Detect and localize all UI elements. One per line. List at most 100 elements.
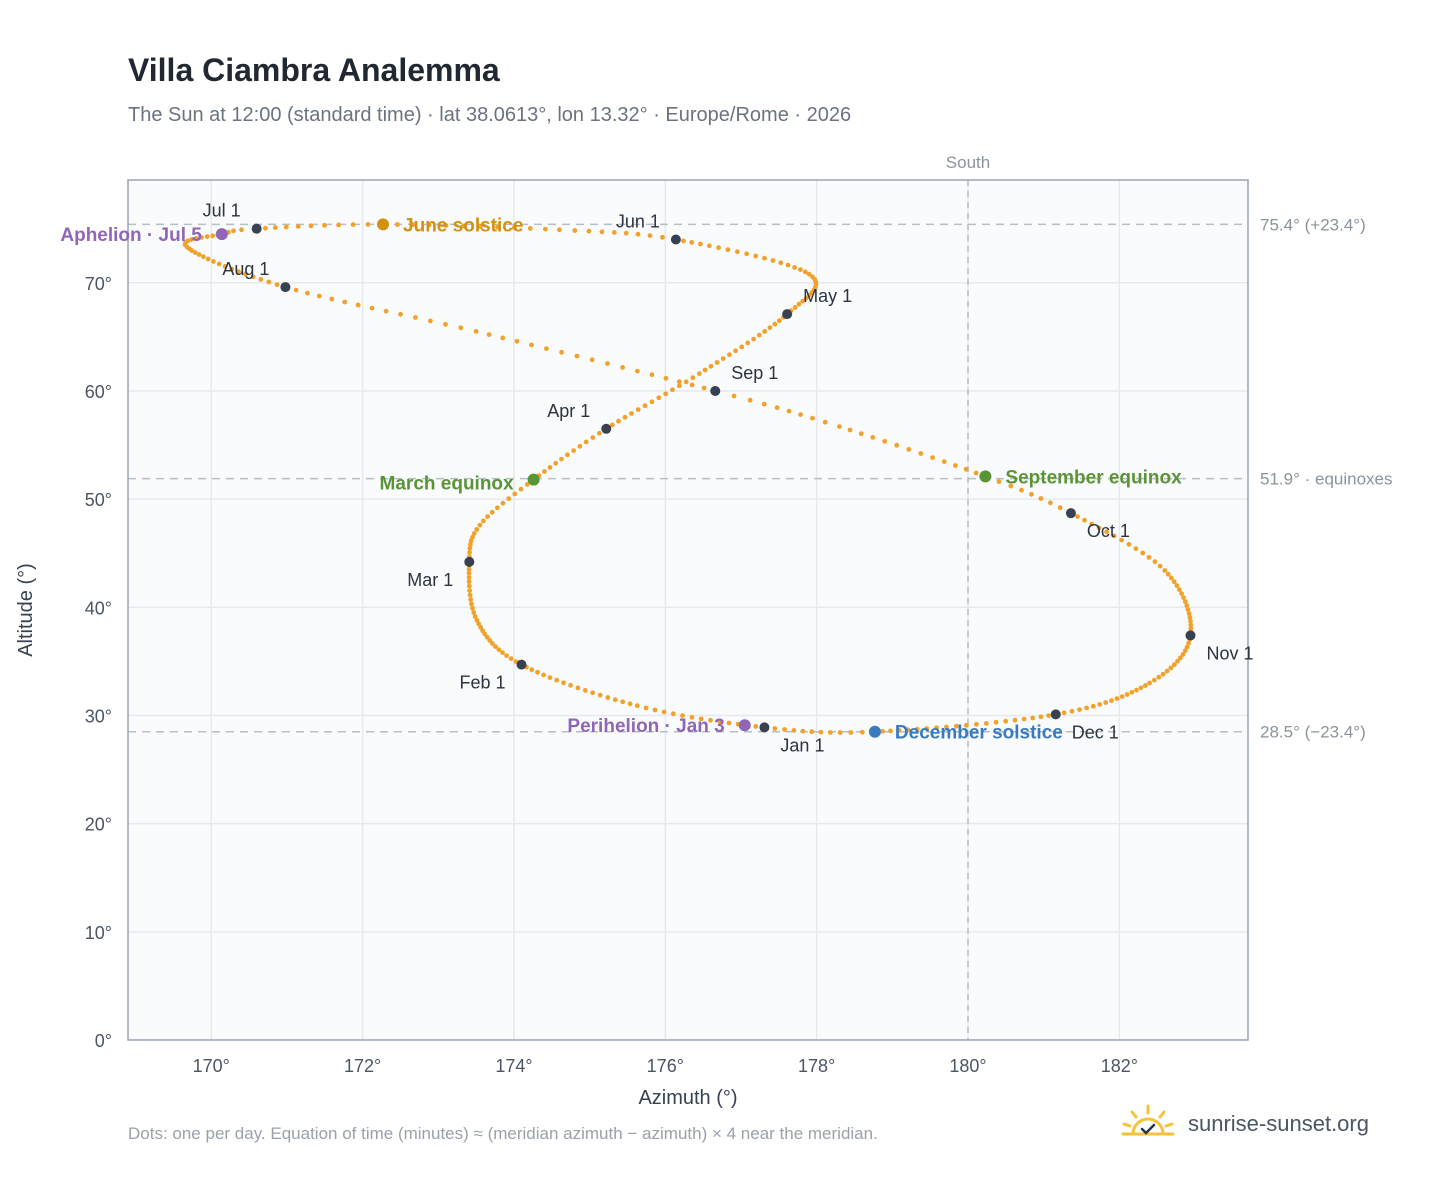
daily-sun-dot xyxy=(589,357,595,363)
daily-sun-dot xyxy=(837,424,842,429)
daily-sun-dot xyxy=(467,545,473,551)
altitude-reference-label: 51.9° · equinoxes xyxy=(1260,470,1393,489)
perihelion-jan-3-label: Perihelion · Jan 3 xyxy=(567,716,724,737)
june-solstice-label: June solstice xyxy=(403,215,523,236)
brand[interactable]: sunrise-sunset.org xyxy=(1120,1104,1369,1144)
daily-sun-dot xyxy=(698,716,704,722)
daily-sun-dot xyxy=(547,675,553,680)
daily-sun-dot xyxy=(205,256,211,262)
x-axis-label: Azimuth (°) xyxy=(638,1087,737,1109)
y-axis: 0° 10° 20° 30° 40° 50° 60° 70° xyxy=(85,274,112,1051)
daily-sun-dot xyxy=(1104,529,1109,535)
daily-sun-dot xyxy=(1178,655,1183,661)
month-label-oct-1: Oct 1 xyxy=(1087,521,1130,541)
daily-sun-dot xyxy=(1174,583,1180,588)
daily-sun-dot xyxy=(500,500,506,506)
daily-sun-dot xyxy=(1152,559,1158,565)
daily-sun-dot xyxy=(963,466,969,472)
daily-sun-dot xyxy=(612,697,618,703)
month-marker-nov-1 xyxy=(1185,630,1196,641)
daily-sun-dot xyxy=(717,719,723,725)
month-label-jan-1: Jan 1 xyxy=(780,735,824,755)
daily-sun-dot xyxy=(772,726,778,731)
daily-sun-dot xyxy=(1019,487,1024,493)
daily-sun-dot xyxy=(504,653,509,658)
daily-sun-dot xyxy=(1157,563,1163,569)
daily-sun-dot xyxy=(1096,525,1102,531)
daily-sun-dot xyxy=(698,241,703,247)
daily-sun-dot xyxy=(747,397,753,403)
daily-sun-dot xyxy=(467,592,473,598)
daily-sun-dot xyxy=(1097,702,1103,707)
daily-sun-dot xyxy=(810,415,815,421)
daily-sun-dot xyxy=(725,247,731,253)
daily-sun-dot xyxy=(485,514,490,519)
daily-sun-dot xyxy=(443,223,449,228)
daily-sun-dot xyxy=(800,298,806,304)
daily-sun-dot xyxy=(689,714,695,720)
daily-sun-dot xyxy=(1103,700,1109,705)
daily-sun-dot xyxy=(1008,483,1014,489)
daily-sun-dot xyxy=(443,321,448,327)
perihelion-jan-3-marker xyxy=(738,719,751,732)
daily-sun-dot xyxy=(1089,521,1095,527)
daily-sun-dot xyxy=(398,311,403,317)
daily-sun-dot xyxy=(791,728,797,733)
daily-sun-dot xyxy=(239,227,244,233)
x-tick-label: 178° xyxy=(798,1056,835,1076)
daily-sun-dot xyxy=(466,575,472,580)
daily-sun-dot xyxy=(762,329,768,334)
daily-sun-dot xyxy=(1119,537,1124,543)
daily-sun-dot xyxy=(535,669,540,675)
daily-sun-dot xyxy=(470,605,475,611)
daily-sun-dot xyxy=(690,375,696,381)
daily-sun-dot xyxy=(798,412,803,417)
daily-sun-dot xyxy=(663,375,669,381)
daily-sun-dot xyxy=(800,728,806,734)
daily-sun-dot xyxy=(1184,644,1190,650)
daily-sun-dot xyxy=(495,505,500,511)
month-label-jun-1: Jun 1 xyxy=(616,211,660,231)
daily-sun-dot xyxy=(670,387,675,393)
y-tick-label: 30° xyxy=(85,706,112,726)
daily-sun-dot xyxy=(250,274,256,280)
x-axis: 170° 172° 174° 176° 178° 180° 182° xyxy=(193,1056,1138,1076)
daily-sun-dot xyxy=(858,431,864,437)
daily-sun-dot xyxy=(605,695,611,700)
daily-sun-dot xyxy=(1126,541,1132,547)
daily-sun-dot xyxy=(1134,687,1139,693)
daily-sun-dot xyxy=(470,534,475,540)
month-marker-feb-1 xyxy=(516,659,527,670)
daily-sun-dot xyxy=(583,439,589,445)
aphelion-jul-5-marker xyxy=(215,228,228,241)
daily-sun-dot xyxy=(720,356,726,361)
daily-sun-dot xyxy=(211,259,216,264)
daily-sun-dot xyxy=(243,271,249,277)
daily-sun-dot xyxy=(744,251,749,257)
daily-sun-dot xyxy=(683,379,689,385)
y-tick-label: 70° xyxy=(85,274,112,294)
daily-sun-dot xyxy=(512,491,518,497)
x-tick-label: 180° xyxy=(949,1056,986,1076)
daily-sun-dot xyxy=(473,329,479,334)
daily-sun-dot xyxy=(629,411,634,416)
daily-sun-dot xyxy=(490,641,495,646)
daily-sun-dot xyxy=(1165,571,1171,577)
daily-sun-dot xyxy=(1133,546,1139,551)
daily-sun-dot xyxy=(572,228,578,233)
daily-sun-dot xyxy=(702,367,708,373)
daily-sun-dot xyxy=(756,332,762,338)
daily-sun-dot xyxy=(1156,674,1162,680)
daily-sun-dot xyxy=(727,352,732,358)
daily-sun-dot xyxy=(623,230,629,236)
daily-sun-dot xyxy=(770,258,776,263)
daily-sun-dot xyxy=(1140,550,1146,556)
daily-sun-dot xyxy=(847,427,853,433)
x-tick-label: 176° xyxy=(647,1056,684,1076)
daily-sun-dot xyxy=(216,261,222,267)
daily-sun-dot xyxy=(973,470,979,476)
daily-sun-dot xyxy=(882,438,888,444)
december-solstice-label: December solstice xyxy=(895,723,1063,744)
daily-sun-dot xyxy=(944,724,949,730)
